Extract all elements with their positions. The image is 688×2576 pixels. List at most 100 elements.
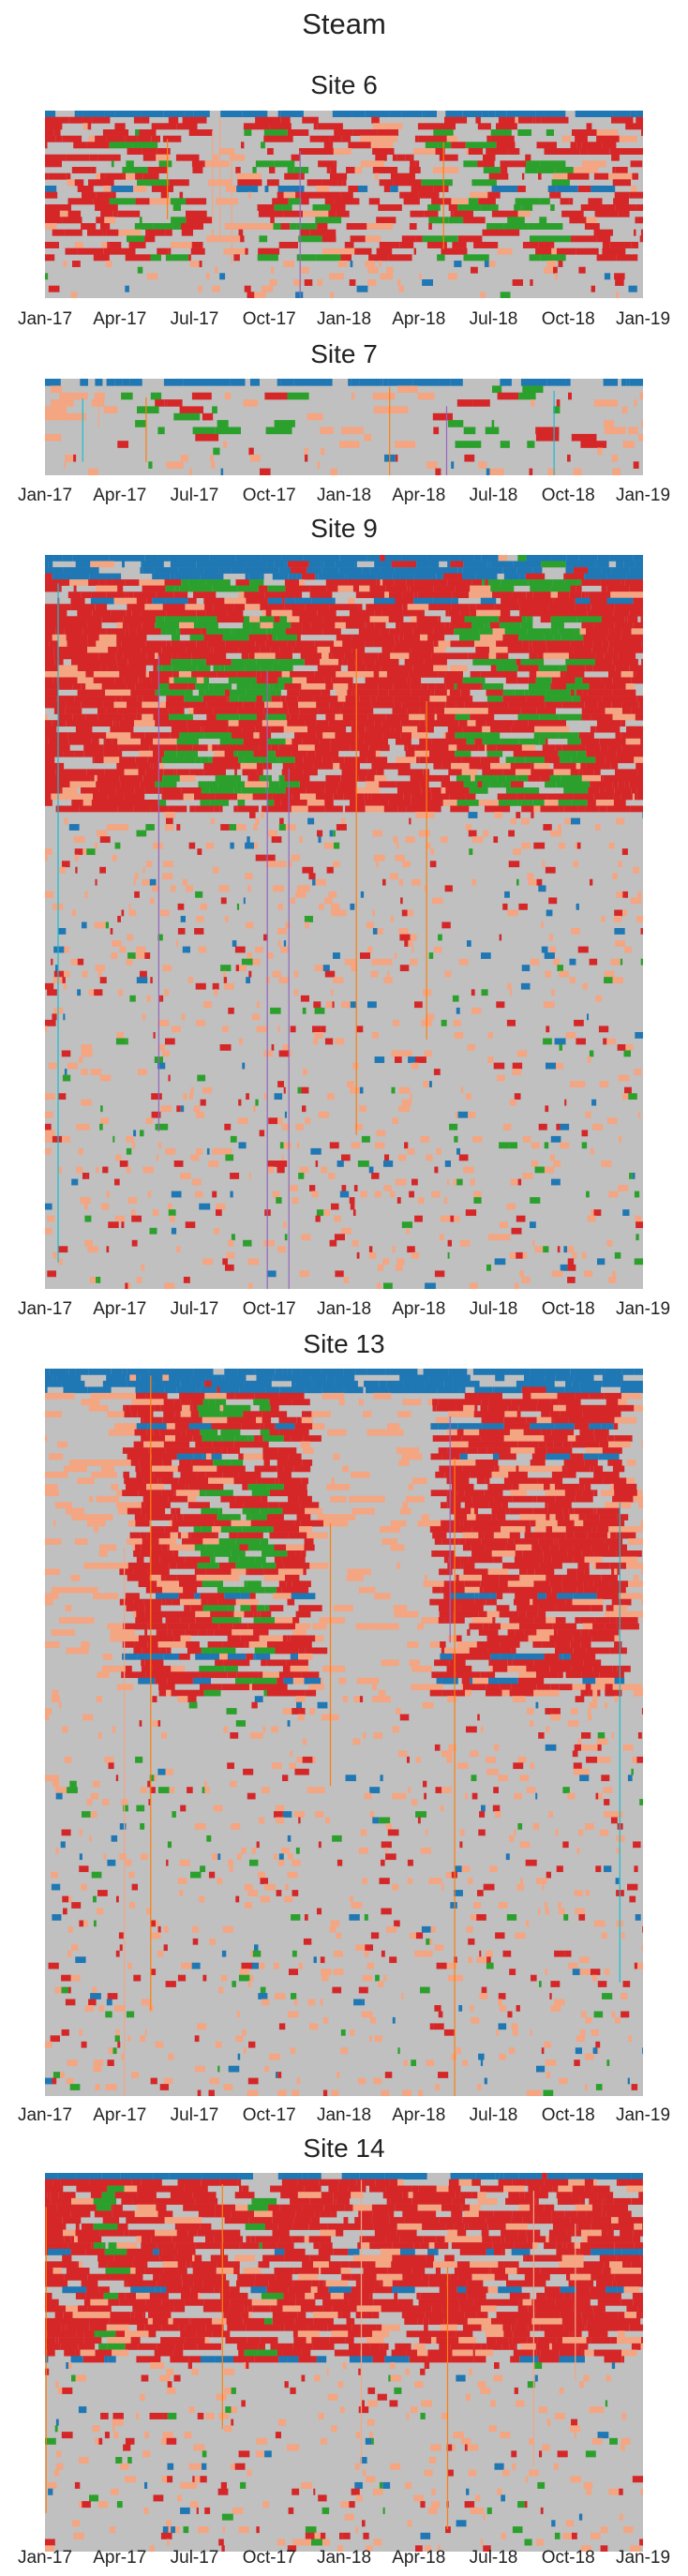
heatmap-cell-1621 xyxy=(219,805,223,813)
heatmap-cell-730 xyxy=(483,1520,509,1527)
heatmap-cell-1580 xyxy=(530,1762,534,1770)
heatmap-cell-1043 xyxy=(97,713,124,721)
heatmap-cell-2336 xyxy=(551,1178,561,1186)
heatmap-cell-13 xyxy=(224,1369,238,1375)
heatmap-cell-62 xyxy=(611,116,634,124)
heatmap-cell-1091 xyxy=(287,720,306,727)
heatmap-cell-335 xyxy=(575,604,587,611)
heatmap-cell-613 xyxy=(373,1495,385,1503)
heatmap-cell-1457 xyxy=(592,1689,598,1697)
heatmap-cell-1312 xyxy=(532,1653,540,1660)
heatmap-cell-1188 xyxy=(98,738,101,745)
heatmap-cell-14 xyxy=(261,555,282,562)
heatmap-cell-2440 xyxy=(532,1239,535,1247)
heatmap-cell-1404 xyxy=(517,1677,545,1685)
heatmap-cell-1213 xyxy=(507,1629,516,1636)
heatmap-cell-700 xyxy=(565,658,572,666)
heatmap-cell-1882 xyxy=(571,928,580,935)
heatmap-cell-1529 xyxy=(588,787,600,794)
heatmap-cell-1796 xyxy=(590,878,593,886)
heatmap-cell-1620 xyxy=(202,1787,205,1793)
heatmap-cell-499 xyxy=(473,242,499,248)
heatmap-cell-106 xyxy=(565,1380,573,1387)
heatmap-cell-1958 xyxy=(399,965,410,972)
heatmap-cell-761 xyxy=(290,671,315,678)
heatmap-cell-429 xyxy=(224,223,232,230)
heatmap-cell-2151 xyxy=(297,1086,302,1094)
heatmap-cell-1294 xyxy=(455,750,471,757)
heatmap-cell-1284 xyxy=(267,750,276,757)
heatmap-cell-401 xyxy=(594,210,619,217)
heatmap-cell-1537 xyxy=(75,793,94,801)
heatmap-cell-1480 xyxy=(368,781,380,788)
heatmap-cell-1261 xyxy=(440,1641,446,1648)
heatmap-cell-151 xyxy=(116,1392,136,1400)
heatmap-cell-1110 xyxy=(528,720,551,727)
heatmap-cell-1338 xyxy=(125,1665,132,1672)
heatmap-cell-1459 xyxy=(581,774,597,782)
heatmap-cell-595 xyxy=(582,1490,594,1497)
heatmap-cell-1208 xyxy=(250,1629,253,1636)
heatmap-cell-655 xyxy=(468,652,471,660)
heatmap-cell-514 xyxy=(189,634,204,641)
heatmap-cell-368 xyxy=(594,1435,608,1442)
heatmap-cell-437 xyxy=(302,622,311,629)
heatmap-cell-2057 xyxy=(222,1026,229,1033)
heatmap-cell-1494 xyxy=(309,1708,316,1715)
heatmap-cell-288 xyxy=(373,597,396,605)
heatmap-cell-1389 xyxy=(277,1677,284,1685)
heatmap-cell-2466 xyxy=(614,1251,621,1259)
heatmap-cell-19 xyxy=(366,555,368,562)
heatmap-cell-16 xyxy=(303,555,324,562)
heatmap-cell-528 xyxy=(403,634,420,641)
heatmap-cell-103 xyxy=(55,135,63,142)
heatmap-cell-16 xyxy=(320,379,327,386)
heatmap-cell-347 xyxy=(131,609,142,617)
heatmap-cell-1414 xyxy=(252,1684,278,1691)
heatmap-cell-1035 xyxy=(621,708,632,714)
heatmap-cell-90 xyxy=(219,1380,245,1387)
heatmap-cell-681 xyxy=(256,658,275,666)
heatmap-cell-2171 xyxy=(622,1093,629,1101)
heatmap-cell-867 xyxy=(287,1550,296,1557)
heatmap-cell-1790 xyxy=(398,878,403,886)
heatmap-cell-223 xyxy=(474,1404,478,1412)
heatmap-cell-2 xyxy=(78,111,83,117)
heatmap-cell-14 xyxy=(280,379,294,386)
heatmap-cell-1554 xyxy=(441,1750,453,1758)
heatmap-cell-1623 xyxy=(237,805,252,813)
heatmap-cell-1283 xyxy=(441,1647,445,1655)
heatmap-cell-453 xyxy=(165,229,172,236)
heatmap-cell-704 xyxy=(641,658,643,666)
heatmap-cell-557 xyxy=(379,261,381,267)
heatmap-cell-1057 xyxy=(573,1593,597,1600)
heatmap-cell-506 xyxy=(77,247,104,255)
heatmap-cell-908 xyxy=(515,689,525,696)
heatmap-cell-2129 xyxy=(137,1069,147,1075)
heatmap-cell-821 xyxy=(555,1538,559,1545)
heatmap-cell-896 xyxy=(514,1556,534,1564)
heatmap-cell-71 xyxy=(499,1374,505,1382)
heatmap-cell-69 xyxy=(176,123,187,130)
heatmap-cell-2034 xyxy=(270,1007,281,1014)
heatmap-cell-160 xyxy=(181,579,189,586)
heatmap-cell-1281 xyxy=(233,750,238,757)
heatmap-cell-1689 xyxy=(543,824,552,831)
heatmap-cell-867 xyxy=(589,683,606,690)
heatmap-cell-1203 xyxy=(330,738,337,745)
heatmap-cell-1255 xyxy=(248,1641,267,1648)
heatmap-cell-1214 xyxy=(515,1629,525,1636)
heatmap-cell-151 xyxy=(127,148,142,155)
heatmap-cell-293 xyxy=(133,186,147,192)
heatmap-cell-1967 xyxy=(248,970,252,978)
heatmap-cell-768 xyxy=(132,1532,141,1539)
heatmap-cell-228 xyxy=(330,167,337,173)
heatmap-cell-1633 xyxy=(397,805,407,813)
heatmap-cell-1249 xyxy=(157,1641,184,1648)
heatmap-cell-96 xyxy=(335,1380,358,1387)
heatmap-cell-541 xyxy=(437,254,445,262)
heatmap-cell-811 xyxy=(385,677,408,684)
heatmap-cell-1685 xyxy=(278,824,286,831)
heatmap-cell-2445 xyxy=(176,1246,181,1253)
heatmap-cell-2073 xyxy=(635,1032,643,1039)
